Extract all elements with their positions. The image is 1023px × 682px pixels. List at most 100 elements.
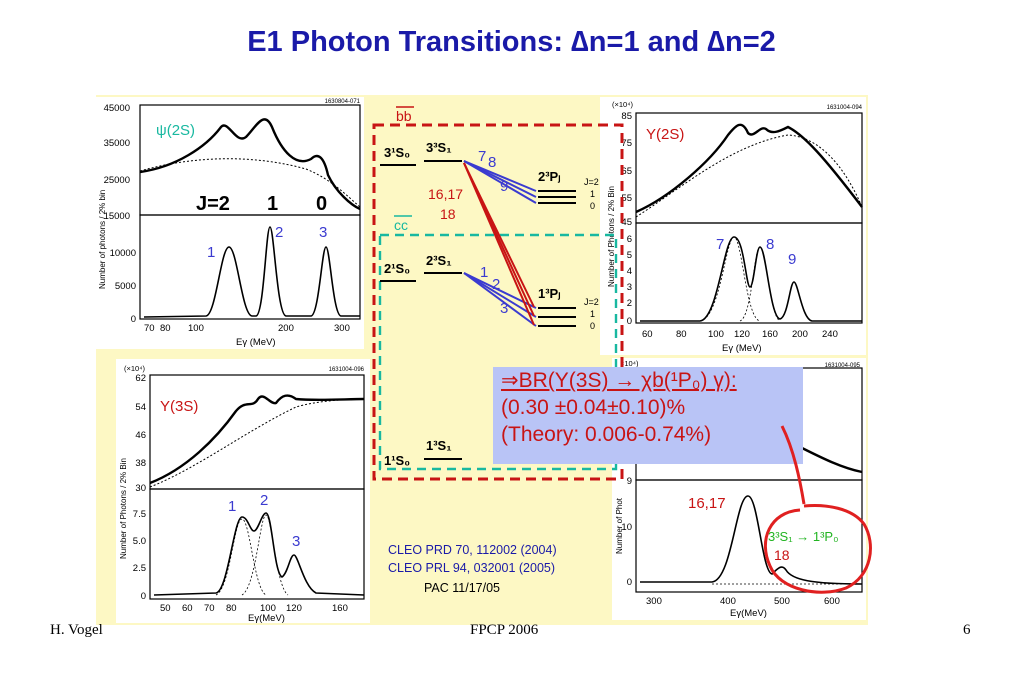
center-yellow-background [368, 95, 622, 625]
psi2s-xtick-3: 200 [278, 323, 294, 334]
ups2s-xtick-0: 60 [642, 329, 653, 340]
ups3s-top-tick-4: 30 [135, 483, 146, 494]
annotation-transition: 3³S₁ → 1³P₀ [768, 529, 838, 544]
ups3s-peak-3: 3 [292, 533, 300, 550]
right3s-figure-id: 1631004-095 [825, 363, 861, 369]
ups2s-xtick-6: 240 [822, 329, 838, 340]
br-heading: ⇒BR(Υ(3S) → χb(¹P₀) γ): [501, 369, 737, 392]
ups2s-xtick-2: 100 [708, 329, 724, 340]
ups3s-xtick-0: 50 [160, 603, 171, 614]
psi2s-spectrum-plot: 45000 35000 25000 15000 10000 5000 0 163… [98, 99, 361, 348]
br-theory: (Theory: 0.006-0.74%) [501, 423, 712, 446]
right3s-xtick-0: 300 [646, 596, 662, 607]
psi2s-xtick-1: 80 [160, 323, 171, 334]
psi2s-peak-3: 3 [319, 224, 327, 241]
ups3s-top-tick-0: 62 [135, 373, 146, 384]
psi2s-j1-label: 1 [267, 193, 278, 215]
ups3s-xtick-4: 100 [260, 603, 276, 614]
cc-box [378, 233, 618, 471]
psi2s-peak-1: 1 [207, 244, 215, 261]
p2-j2: J=2 [584, 177, 599, 187]
ups3s-peak-1: 1 [228, 498, 236, 515]
psi2s-xtick-4: 300 [334, 323, 350, 334]
ups2s-ylabel: Number of Photons / 2% Bin [607, 186, 616, 287]
ups3s-xtick-1: 60 [182, 603, 193, 614]
psi2s-bot-tick-3: 0 [131, 314, 136, 325]
ups2s-bot-tick-6: 0 [627, 316, 632, 327]
br-value: (0.30 ±0.04±0.10)% [501, 396, 686, 419]
ups3s-top-tick-1: 54 [135, 402, 146, 413]
transition-1: 1 [480, 264, 488, 281]
level-2-1s0: 2¹S₀ [384, 261, 410, 276]
ups2s-bot-tick-0: 6 [627, 234, 632, 245]
ups3s-figure-id: 1631004-096 [329, 367, 365, 373]
ups2s-spectrum-plot: (×10⁴) 1631004-094 85 75 65 55 45 6 5 4 … [607, 100, 863, 354]
citation-prd: CLEO PRD 70, 112002 (2004) [388, 543, 557, 557]
footer-conference: FPCP 2006 [470, 622, 539, 638]
psi2s-xtick-0: 70 [144, 323, 155, 334]
transition-18: 18 [440, 206, 456, 222]
ups3s-bot-tick-1: 5.0 [133, 536, 146, 547]
psi2s-ylabel: Number of photons / 2% bin [98, 190, 107, 289]
transition-9: 9 [500, 178, 508, 195]
right3s-xtick-2: 500 [774, 596, 790, 607]
ups2s-peak-8: 8 [766, 236, 774, 253]
ups2s-figure-id: 1631004-094 [827, 105, 863, 111]
slide-title: E1 Photon Transitions: ∆n=1 and ∆n=2 [247, 26, 776, 58]
ups2s-top-tick-3: 55 [621, 193, 632, 204]
ups3s-label: Υ(3S) [160, 398, 198, 415]
level-3-3s1: 3³S₁ [426, 140, 452, 155]
ups3s-xtick-3: 80 [226, 603, 237, 614]
right3s-xtick-1: 400 [720, 596, 736, 607]
p2-j0: 0 [590, 201, 595, 211]
psi2s-top-tick-3: 15000 [104, 211, 130, 222]
footer-page-number: 6 [963, 622, 971, 638]
ups2s-xlabel: Eγ (MeV) [722, 343, 762, 354]
red-annotation: 3³S₁ → 1³P₀ 18 [764, 425, 872, 594]
psi2s-top-tick-2: 25000 [104, 175, 130, 186]
p1-j1: 1 [590, 309, 595, 319]
ups2s-xtick-1: 80 [676, 329, 687, 340]
p1-j0: 0 [590, 321, 595, 331]
ups3s-bot-tick-0: 7.5 [133, 509, 146, 520]
psi2s-bot-tick-2: 5000 [115, 281, 136, 292]
p2-j1: 1 [590, 189, 595, 199]
right3s-scale: ×10⁴) [620, 359, 639, 368]
psi2s-spectrum-panel: 45000 35000 25000 15000 10000 5000 0 163… [96, 97, 364, 349]
ups2s-bot-tick-2: 4 [627, 266, 632, 277]
right-3s-spectrum-plot: ×10⁴) 1631004-095 9 10 0 16,17 300 400 5… [615, 359, 863, 619]
psi2s-peak-2: 2 [275, 224, 283, 241]
ups2s-label: Υ(2S) [646, 126, 684, 143]
ups2s-top-tick-2: 65 [621, 166, 632, 177]
level-diagram: bb cc 3¹S₀ 3³S₁ 2¹S₀ 2³S₁ 1¹S₀ 1³S₁ 2³Pⱼ… [372, 106, 624, 481]
right3s-xlabel: Eγ(MeV) [730, 608, 767, 619]
level-1-1s0: 1¹S₀ [384, 453, 410, 468]
level-2-3pj: 2³Pⱼ [538, 169, 561, 184]
ups3s-xlabel: Eγ(MeV) [248, 613, 285, 623]
psi2s-label: ψ(2S) [156, 122, 195, 139]
ups2s-xtick-5: 200 [792, 329, 808, 340]
ups3s-top-tick-2: 46 [135, 430, 146, 441]
ups2s-top-tick-0: 85 [621, 111, 632, 122]
ups3s-bot-tick-2: 2.5 [133, 563, 146, 574]
ups2s-xtick-3: 120 [734, 329, 750, 340]
level-1-3s1: 1³S₁ [426, 438, 452, 453]
annotation-18: 18 [774, 547, 790, 563]
transition-3: 3 [500, 300, 508, 317]
citation-pac: PAC 11/17/05 [424, 581, 500, 595]
level-2-3s1: 2³S₁ [426, 253, 452, 268]
psi2s-j0-label: 0 [316, 193, 327, 215]
branching-ratio-box: ⇒BR(Υ(3S) → χb(¹P₀) γ): (0.30 ±0.04±0.10… [493, 367, 803, 464]
ups3s-xtick-5: 120 [286, 603, 302, 614]
level-1-3pj: 1³Pⱼ [538, 286, 561, 301]
psi2s-bot-tick-1: 10000 [110, 248, 136, 259]
psi2s-top-tick-0: 45000 [104, 103, 130, 114]
level-3-1s0: 3¹S₀ [384, 145, 410, 160]
transition-8: 8 [488, 154, 496, 171]
ups2s-bot-tick-3: 3 [627, 282, 632, 293]
bb-label: bb [396, 108, 412, 124]
bb-box [372, 123, 624, 481]
ups3s-ylabel: Number of Photons / 2% Bin [119, 458, 128, 559]
ups2s-spectrum-panel: (×10⁴) 1631004-094 85 75 65 55 45 6 5 4 … [600, 97, 866, 355]
ups2s-scale: (×10⁴) [612, 100, 633, 109]
